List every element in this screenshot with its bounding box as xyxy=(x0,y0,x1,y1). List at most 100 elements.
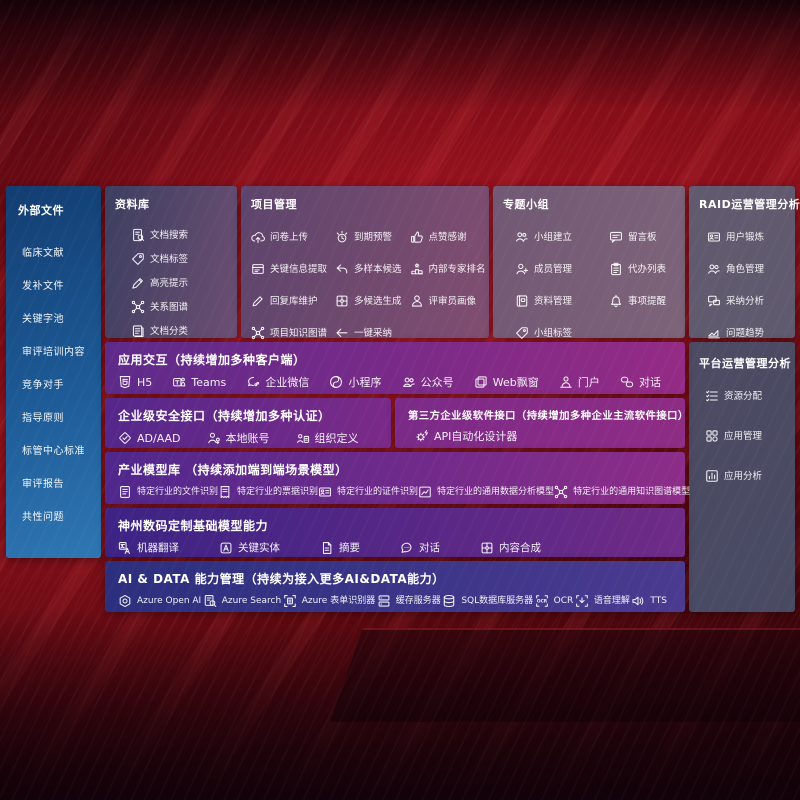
tts-icon xyxy=(631,594,645,608)
band-title: 第三方企业级软件接口（持续增加多种企业主流软件接口） xyxy=(408,410,689,422)
feature-label: 成员管理 xyxy=(534,263,573,275)
cloud-upload-icon xyxy=(251,230,265,244)
feature-label: 摘要 xyxy=(339,541,360,554)
feature-item: TTS xyxy=(631,594,667,608)
feature-item: 高亮提示 xyxy=(131,276,237,290)
user-card-icon xyxy=(707,230,721,244)
raid-operations-panel: RAID运营管理分析 用户锻炼 角色管理 采纳分析 问题趋势 xyxy=(689,186,800,340)
aidata-feature-row: Azure Open AI Azure Search Azure 表单识别器 缓存服务… xyxy=(105,594,685,608)
project-column-3: 点赞感谢 内部专家排名 评审员画像 xyxy=(410,230,486,340)
feature-label: 多样本候选 xyxy=(354,263,402,275)
feature-label: 特定行业的票据识别 xyxy=(237,486,319,497)
feature-label: 文档分类 xyxy=(150,325,189,337)
html5-icon xyxy=(118,375,132,389)
feature-label: 特定行业的通用数据分析模型 xyxy=(437,486,555,497)
feature-label: 特定行业的证件识别 xyxy=(337,486,419,497)
feature-item: 内部专家排名 xyxy=(410,262,486,276)
panel-title: 专题小组 xyxy=(503,198,549,211)
feature-label: OCR xyxy=(553,595,574,606)
reviewer-profile-icon xyxy=(410,294,424,308)
feature-item: 问卷上传 xyxy=(251,230,327,244)
sidebar-item: 关键字池 xyxy=(22,314,64,325)
feature-item: 角色管理 xyxy=(707,262,795,276)
project-column-1: 问卷上传 关键信息提取 回复库维护 项目知识图谱 xyxy=(251,230,327,340)
feature-item: Web飘窗 xyxy=(474,375,539,389)
receipt-recognition-icon xyxy=(218,485,232,499)
svg-text:OCR: OCR xyxy=(537,599,548,605)
multi-sample-icon xyxy=(335,262,349,276)
feature-label: TTS xyxy=(650,595,667,606)
feature-label: 关键实体 xyxy=(238,541,280,554)
feature-label: Azure Open AI xyxy=(137,595,202,606)
relation-graph-icon xyxy=(131,300,145,314)
feature-item: SQL数据库服务器 xyxy=(442,594,533,608)
form-recognizer-icon xyxy=(283,594,297,608)
feature-item: 采纳分析 xyxy=(707,294,795,308)
file-recognition-icon xyxy=(118,485,132,499)
feature-item: 特定行业的票据识别 xyxy=(218,485,318,499)
sidebar-item: 指导原则 xyxy=(22,413,64,424)
feature-label: 内容合成 xyxy=(499,541,541,554)
feature-item: OCR OCR xyxy=(535,594,574,608)
feature-item: 小组标签 xyxy=(515,326,601,340)
project-feature-columns: 问卷上传 关键信息提取 回复库维护 项目知识图谱 到期预警 多样本候选 多候选生成 一键采纳… xyxy=(251,230,486,340)
feature-item: 成员管理 xyxy=(515,262,601,276)
feature-item: 小组建立 xyxy=(515,230,601,244)
feature-item: 关键信息提取 xyxy=(251,262,327,276)
sidebar-item: 审评报告 xyxy=(22,479,64,490)
web-popup-icon xyxy=(474,375,488,389)
feature-item: 特定行业的通用知识图谱模型 xyxy=(554,485,690,499)
one-click-adopt-icon xyxy=(335,326,349,340)
qa-analysis-icon xyxy=(707,294,721,308)
feature-item: 内容合成 xyxy=(480,541,541,555)
project-management-panel: 项目管理 问卷上传 关键信息提取 回复库维护 项目知识图谱 到期预警 多样本候选 多候选生… xyxy=(241,186,489,340)
doc-classify-icon xyxy=(131,324,145,338)
feature-item: 语音理解 xyxy=(575,594,630,608)
feature-label: 文档搜索 xyxy=(150,229,189,241)
panel-title: 项目管理 xyxy=(251,198,297,211)
thirdparty-interface-band: 第三方企业级软件接口（持续增加多种企业主流软件接口） API自动化设计器 xyxy=(395,398,689,448)
industry-model-band: 产业模型库 （持续添加端到端场景模型） 特定行业的文件识别 特定行业的票据识别 特定… xyxy=(105,452,690,504)
feature-item: 问题趋势 xyxy=(707,326,795,340)
feature-item: 代办列表 xyxy=(609,262,666,276)
models-feature-row: 特定行业的文件识别 特定行业的票据识别 特定行业的证件识别 特定行业的通用数据分析模型… xyxy=(105,485,690,499)
feature-item: 摘要 xyxy=(320,541,360,555)
feature-label: 点赞感谢 xyxy=(428,231,467,243)
feature-label: 采纳分析 xyxy=(726,295,765,307)
app-analysis-icon xyxy=(705,469,719,483)
reminder-bell-icon xyxy=(609,294,623,308)
panel-title: 平台运营管理分析 xyxy=(699,357,791,370)
material-manage-icon xyxy=(515,294,529,308)
feature-item: 特定行业的通用数据分析模型 xyxy=(418,485,554,499)
team-build-icon xyxy=(515,230,529,244)
ai-data-capability-band: AI & DATA 能力管理（持续为接入更多AI&DATA能力） Azure O… xyxy=(105,561,685,612)
feature-label: 对话 xyxy=(419,541,440,554)
feature-label: 关系图谱 xyxy=(150,301,189,313)
entity-icon xyxy=(219,541,233,555)
feature-label: Azure 表单识别器 xyxy=(301,595,376,606)
feature-label: 资源分配 xyxy=(724,390,763,402)
feature-label: H5 xyxy=(137,375,153,389)
feature-label: 关键信息提取 xyxy=(270,263,328,275)
feature-item: Azure Open AI xyxy=(118,594,201,608)
foundation-model-band: 神州数码定制基础模型能力 机器翻译 关键实体 摘要 对话 内容合成 xyxy=(105,508,685,557)
group-column-2: 留言板 代办列表 事项提醒 xyxy=(609,230,666,340)
feature-label: 缓存服务器 xyxy=(395,595,441,606)
feature-label: 对话 xyxy=(638,375,661,389)
platform-operations-panel: 平台运营管理分析 资源分配 应用管理 应用分析 xyxy=(689,342,795,612)
feature-label: 应用分析 xyxy=(724,470,763,482)
feature-label: 回复库维护 xyxy=(270,295,318,307)
wechat-work-icon xyxy=(246,375,260,389)
thirdparty-feature-row: API自动化设计器 xyxy=(395,429,685,443)
knowledge-graph-icon xyxy=(251,326,265,340)
feature-item: 用户锻炼 xyxy=(707,230,795,244)
thumbs-up-icon xyxy=(410,230,424,244)
sql-db-icon xyxy=(442,594,456,608)
alarm-icon xyxy=(335,230,349,244)
feature-item: 多候选生成 xyxy=(335,294,402,308)
feature-label: 内部专家排名 xyxy=(428,263,486,275)
openai-icon xyxy=(118,594,132,608)
feature-label: 留言板 xyxy=(628,231,657,243)
topic-group-panel: 专题小组 小组建立 成员管理 资料管理 小组标签 留言板 代办列表 事项提醒 xyxy=(493,186,685,340)
feature-item: 企业微信 xyxy=(246,375,309,389)
